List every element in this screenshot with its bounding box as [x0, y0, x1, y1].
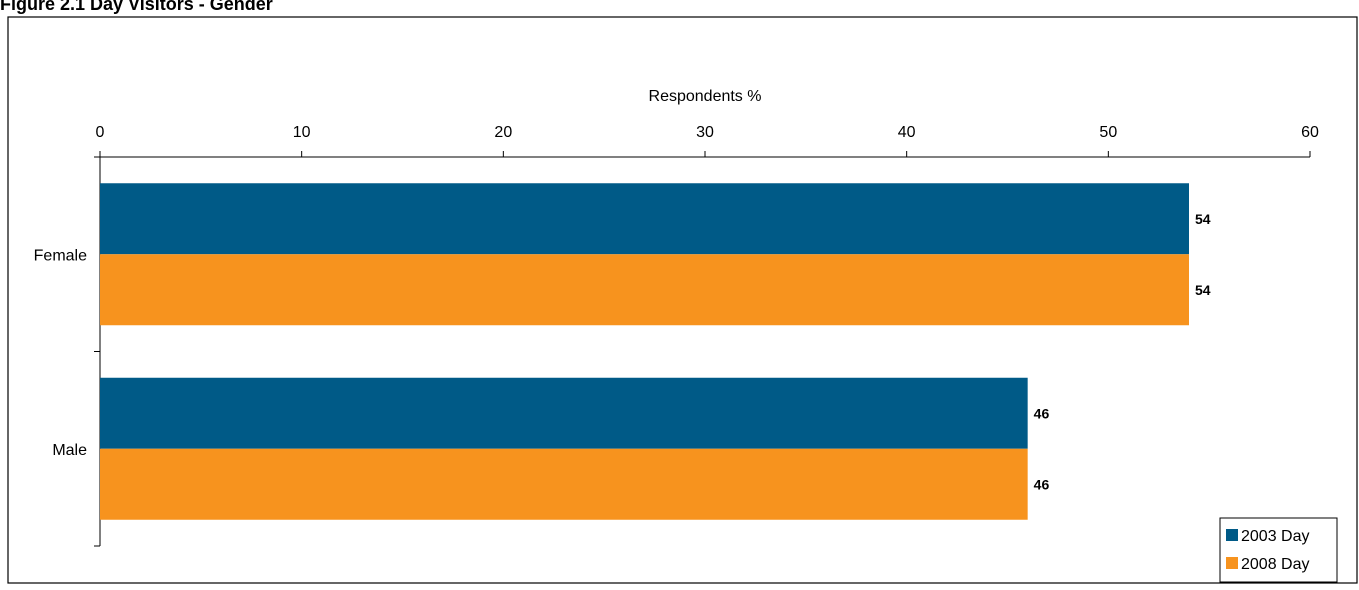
bar	[100, 377, 1028, 449]
bars	[100, 183, 1189, 520]
legend-box	[1219, 517, 1338, 583]
legend: 2003 Day 2008 Day	[1219, 517, 1338, 583]
data-label: 46	[1034, 476, 1050, 492]
category-label: Male	[52, 442, 87, 459]
x-axis-ticks: 0 10 20 30 40 50 60	[96, 124, 1319, 158]
data-label: 46	[1034, 405, 1050, 421]
legend-label: 2003 Day	[1241, 528, 1310, 545]
x-tick-label: 20	[494, 124, 512, 141]
x-tick-label: 60	[1301, 124, 1319, 141]
data-label: 54	[1195, 211, 1211, 227]
category-label: Female	[34, 247, 87, 264]
bar	[100, 254, 1189, 326]
x-axis-label: Respondents %	[649, 88, 762, 105]
legend-swatch	[1226, 557, 1238, 569]
x-tick-label: 0	[96, 124, 105, 141]
bar	[100, 183, 1189, 255]
legend-swatch	[1226, 529, 1238, 541]
chart-title: Figure 2.1 Day Visitors - Gender	[0, 0, 273, 14]
data-label: 54	[1195, 282, 1211, 298]
x-tick-label: 30	[696, 124, 714, 141]
bar	[100, 448, 1028, 520]
legend-label: 2008 Day	[1241, 556, 1310, 573]
x-tick-label: 50	[1099, 124, 1117, 141]
x-tick-label: 10	[293, 124, 311, 141]
data-labels: 54 54 46 46	[1034, 211, 1211, 493]
x-tick-label: 40	[898, 124, 916, 141]
